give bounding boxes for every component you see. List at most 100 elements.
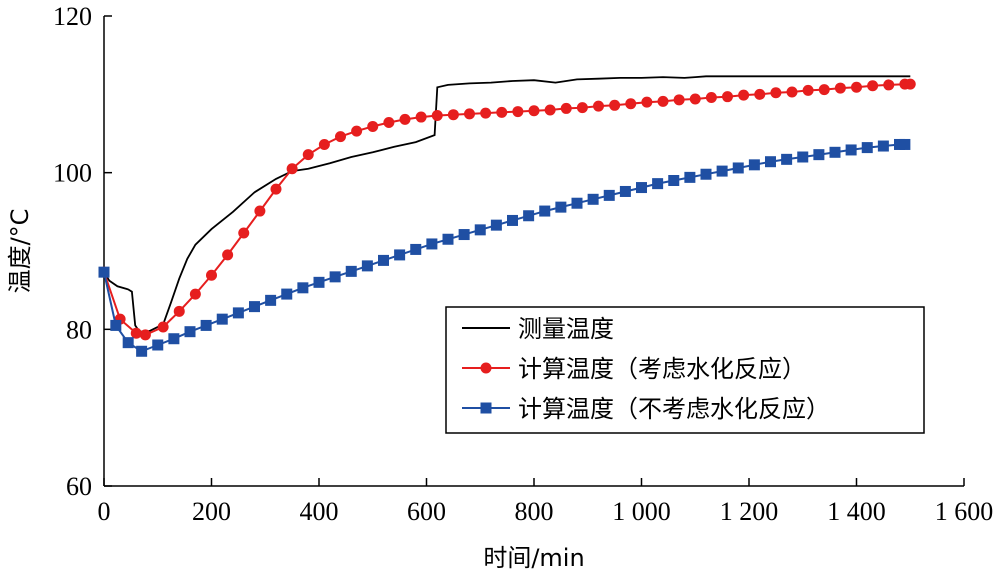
- data-point: [110, 319, 122, 331]
- data-point: [781, 153, 793, 165]
- y-tick-label: 60: [66, 472, 92, 501]
- data-point: [361, 260, 373, 272]
- data-point: [254, 205, 266, 217]
- data-point: [603, 189, 615, 201]
- data-point: [722, 91, 733, 103]
- data-point: [222, 249, 234, 261]
- data-point: [464, 108, 475, 120]
- data-point: [560, 102, 572, 114]
- y-tick-label: 80: [66, 315, 92, 344]
- data-point: [716, 165, 728, 177]
- data-point: [216, 313, 228, 325]
- data-point: [705, 91, 717, 103]
- data-point: [523, 210, 535, 222]
- y-tick-label: 100: [53, 159, 92, 188]
- data-point: [834, 82, 846, 94]
- x-tick-label: 1 200: [720, 497, 779, 526]
- data-point: [845, 144, 857, 156]
- data-point: [345, 265, 357, 277]
- data-point: [367, 120, 379, 132]
- data-point: [732, 162, 744, 174]
- data-point: [297, 282, 309, 294]
- data-point: [378, 254, 389, 266]
- data-point: [458, 229, 470, 241]
- data-point: [410, 243, 422, 255]
- series-1: [98, 78, 916, 341]
- x-tick-label: 800: [515, 497, 554, 526]
- data-point: [668, 175, 680, 186]
- data-point: [399, 113, 411, 125]
- data-point: [738, 89, 750, 101]
- data-point: [136, 345, 148, 357]
- data-point: [281, 288, 293, 300]
- data-point: [877, 140, 889, 152]
- legend-label: 计算温度（考虑水化反应）: [518, 355, 806, 383]
- data-point: [657, 95, 669, 107]
- data-point: [496, 106, 508, 118]
- data-point: [200, 319, 212, 331]
- data-point: [490, 219, 502, 231]
- legend-box: [445, 306, 925, 434]
- data-point: [512, 106, 524, 118]
- data-point: [684, 171, 696, 183]
- data-point: [593, 100, 604, 112]
- series-0: [103, 75, 911, 334]
- legend-marker: [480, 362, 492, 374]
- legend-label: 计算温度（不考虑水化反应）: [518, 395, 830, 423]
- legend-item: 计算温度（不考虑水化反应）: [462, 395, 830, 423]
- x-tick-label: 1 600: [935, 497, 994, 526]
- data-point: [641, 96, 653, 108]
- data-point: [238, 227, 250, 239]
- data-point: [652, 178, 664, 190]
- y-tick-label: 120: [53, 2, 92, 31]
- x-tick-label: 0: [98, 497, 111, 526]
- data-point: [157, 321, 169, 333]
- data-point: [689, 93, 701, 105]
- data-point: [383, 117, 395, 129]
- data-point: [184, 326, 196, 338]
- data-point: [576, 102, 588, 114]
- series-line: [103, 143, 905, 353]
- data-point: [249, 301, 260, 313]
- x-tick-label: 1 000: [612, 497, 671, 526]
- data-point: [555, 201, 567, 213]
- data-point: [861, 142, 873, 154]
- legend-label: 测量温度: [518, 315, 614, 343]
- data-point: [544, 104, 556, 116]
- data-point: [206, 269, 217, 281]
- data-point: [829, 146, 841, 158]
- series-line: [103, 83, 911, 336]
- data-point: [173, 305, 185, 317]
- data-point: [851, 81, 862, 93]
- data-point: [625, 98, 637, 110]
- data-point: [765, 156, 776, 168]
- data-point: [447, 109, 459, 121]
- data-point: [754, 88, 766, 100]
- data-point: [528, 105, 540, 117]
- x-tick-label: 400: [300, 497, 339, 526]
- data-point: [426, 238, 438, 250]
- data-point: [867, 80, 879, 92]
- data-point: [415, 111, 427, 123]
- data-point: [802, 84, 814, 96]
- data-point: [329, 271, 341, 283]
- y-axis-title: 温度/°C: [6, 209, 34, 294]
- legend-item: 测量温度: [462, 315, 614, 343]
- data-point: [152, 339, 164, 351]
- data-point: [286, 163, 298, 175]
- data-point: [539, 205, 551, 217]
- data-point: [318, 138, 330, 150]
- data-point: [270, 183, 282, 195]
- data-point: [189, 288, 201, 300]
- data-point: [883, 79, 895, 91]
- data-point: [748, 159, 760, 171]
- data-point: [442, 233, 454, 245]
- series-layer: [98, 75, 916, 357]
- data-point: [700, 168, 712, 180]
- data-point: [786, 86, 798, 98]
- data-point: [587, 193, 599, 205]
- data-point: [168, 333, 180, 345]
- x-tick-label: 1 400: [827, 497, 886, 526]
- legend-item: 计算温度（考虑水化反应）: [462, 355, 806, 383]
